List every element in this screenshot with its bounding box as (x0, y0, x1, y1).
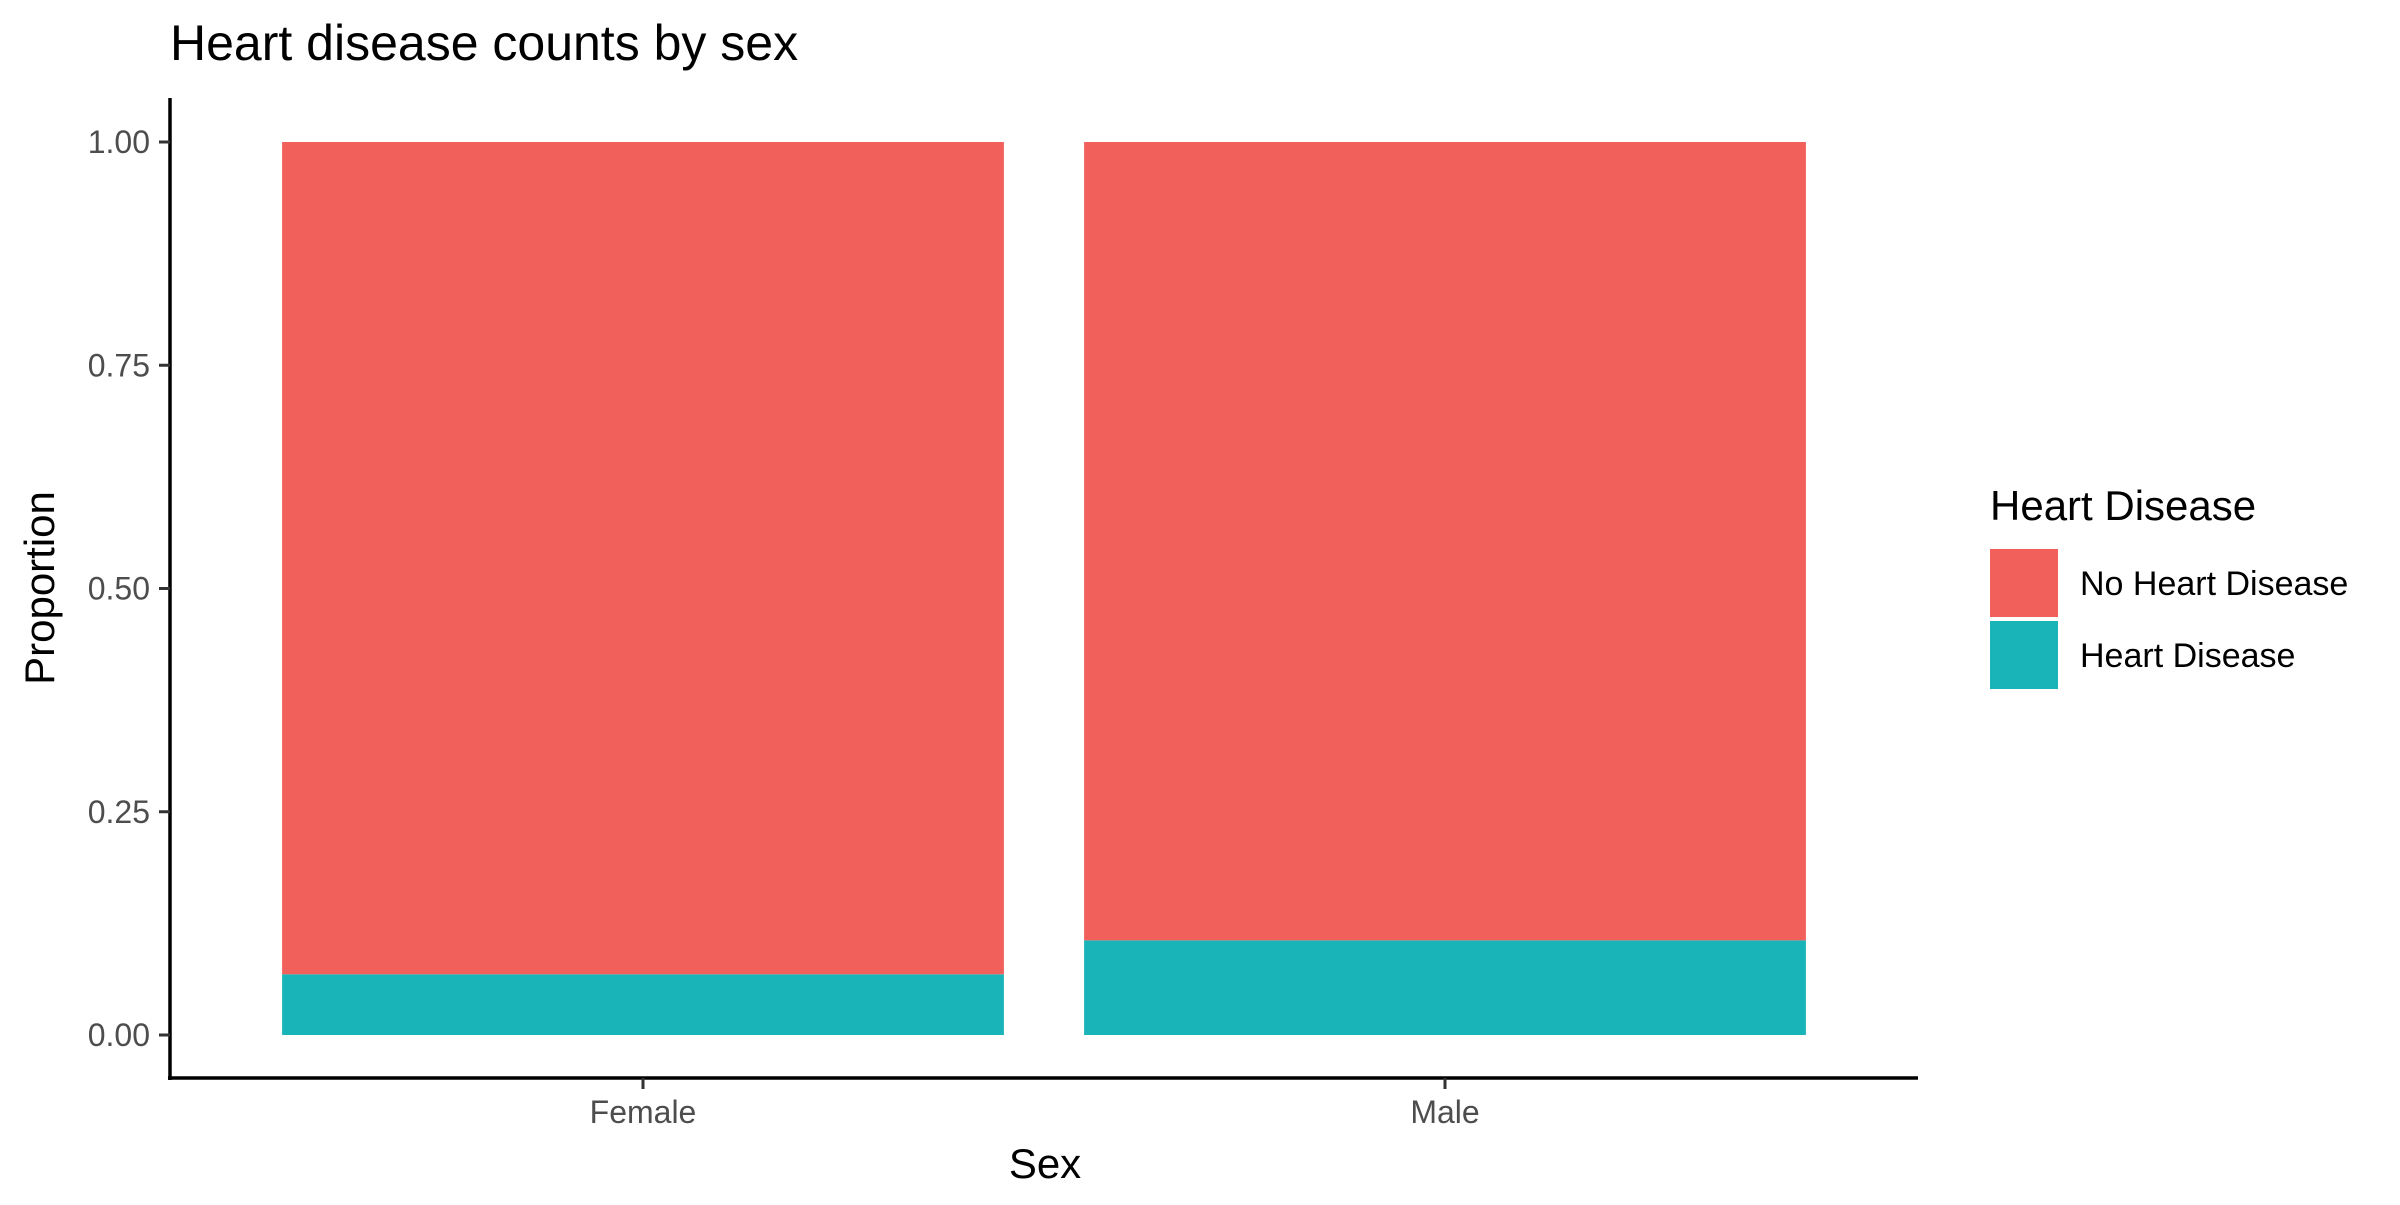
y-tick-label: 0.50 (88, 571, 150, 607)
y-tick-label: 0.75 (88, 347, 150, 383)
x-tick-label: Male (1410, 1094, 1479, 1130)
legend-entries: No Heart Disease Heart Disease (1990, 549, 2348, 689)
y-axis-ticks: 0.00 0.25 0.50 0.75 1.00 (88, 124, 170, 1053)
bars-layer (282, 142, 1806, 1035)
legend-label-no-heart-disease: No Heart Disease (2080, 565, 2348, 603)
chart-title: Heart disease counts by sex (170, 15, 798, 71)
legend: Heart Disease No Heart Disease Heart Dise… (1990, 482, 2348, 689)
bar-segment-male-heart-disease (1084, 940, 1806, 1035)
bar-segment-female-heart-disease (282, 974, 1004, 1035)
legend-label-heart-disease: Heart Disease (2080, 637, 2295, 675)
y-tick-label: 1.00 (88, 124, 150, 160)
y-axis-title: Proportion (16, 491, 63, 685)
y-tick-label: 0.00 (88, 1017, 150, 1053)
bar-segment-male-no-heart-disease (1084, 142, 1806, 941)
bar-segment-female-no-heart-disease (282, 142, 1004, 975)
x-axis-title: Sex (1009, 1140, 1081, 1187)
y-tick-label: 0.25 (88, 794, 150, 830)
legend-key-no-heart-disease (1990, 549, 2058, 617)
x-tick-label: Female (590, 1094, 697, 1130)
legend-key-heart-disease (1990, 621, 2058, 689)
legend-title: Heart Disease (1990, 482, 2256, 529)
x-axis-ticks: Female Male (590, 1078, 1480, 1130)
